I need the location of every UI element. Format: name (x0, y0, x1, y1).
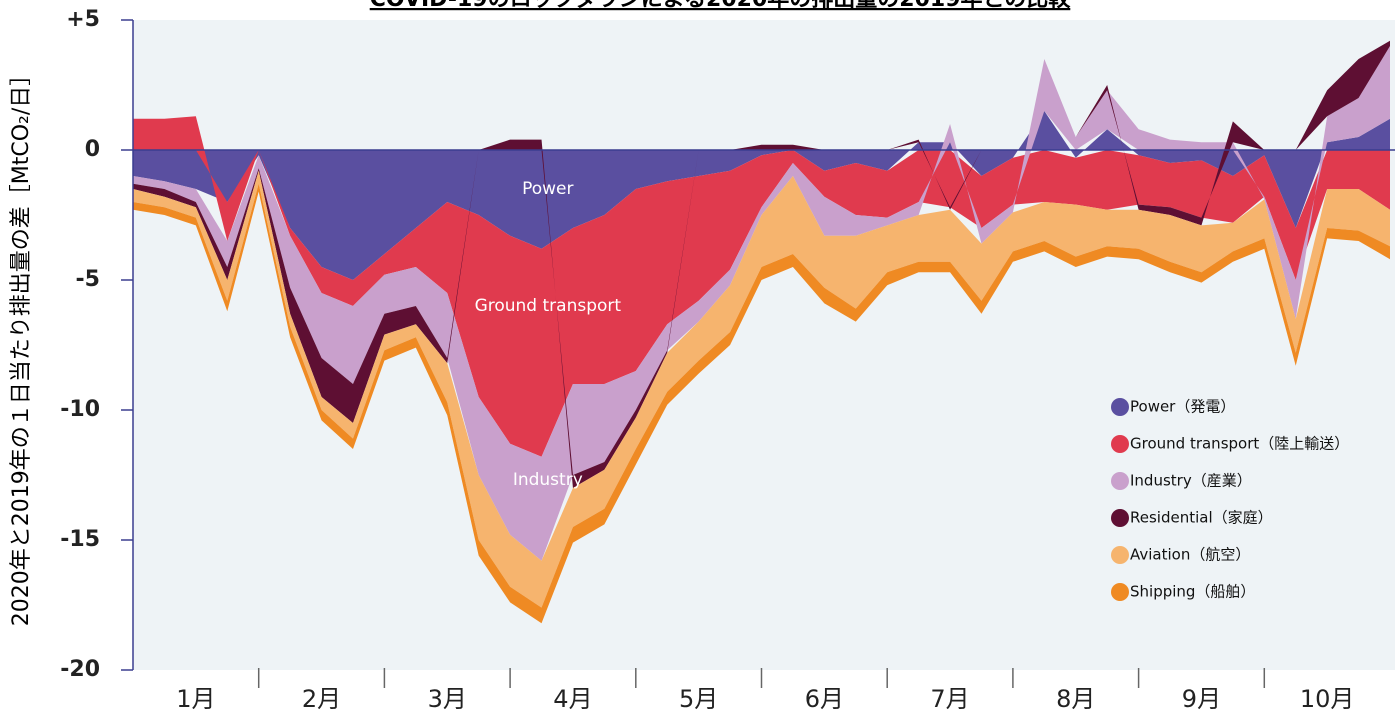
x-tick-label: 5月 (679, 685, 718, 713)
y-tick-label: -5 (76, 267, 100, 292)
x-tick-label: 10月 (1300, 685, 1355, 713)
legend-label: Aviation（航空） (1130, 546, 1250, 564)
legend-label: Residential（家庭） (1130, 509, 1273, 527)
legend-marker (1111, 583, 1129, 601)
area-annotation: Power (522, 179, 573, 199)
legend-label: Industry（産業） (1130, 472, 1252, 490)
legend-marker (1111, 435, 1129, 453)
y-tick-label: -15 (60, 527, 100, 552)
legend-marker (1111, 472, 1129, 490)
x-tick-label: 1月 (176, 685, 215, 713)
x-tick-label: 2月 (302, 685, 341, 713)
area-annotation: Ground transport (475, 296, 622, 316)
x-tick-label: 6月 (805, 685, 844, 713)
area (133, 170, 1390, 608)
chart-title: COVID-19のロックダウンによる2020年の排出量の2019年との比較 (370, 0, 1072, 12)
legend-label: Power（発電） (1130, 398, 1235, 416)
legend-marker (1111, 509, 1129, 527)
y-tick-label: +5 (66, 7, 100, 32)
area-annotation: Industry (513, 470, 583, 490)
x-tick-label: 4月 (553, 685, 592, 713)
y-axis-label: 2020年と2019年の１日当たり排出量の差［MtCO₂/日］ (9, 64, 34, 627)
area (133, 183, 1390, 624)
legend-label: Shipping（船舶） (1130, 583, 1255, 601)
y-tick-label: 0 (85, 137, 100, 162)
x-tick-label: 8月 (1056, 685, 1095, 713)
area (133, 111, 1390, 280)
legend-label: Ground transport（陸上輸送） (1130, 435, 1349, 453)
legend-marker (1111, 546, 1129, 564)
y-tick-label: -20 (60, 657, 100, 682)
legend-marker (1111, 398, 1129, 416)
area (133, 46, 1390, 561)
area (133, 116, 1390, 457)
x-tick-label: 3月 (428, 685, 467, 713)
x-tick-label: 7月 (930, 685, 969, 713)
x-tick-label: 9月 (1182, 685, 1221, 713)
y-tick-label: -10 (60, 397, 100, 422)
